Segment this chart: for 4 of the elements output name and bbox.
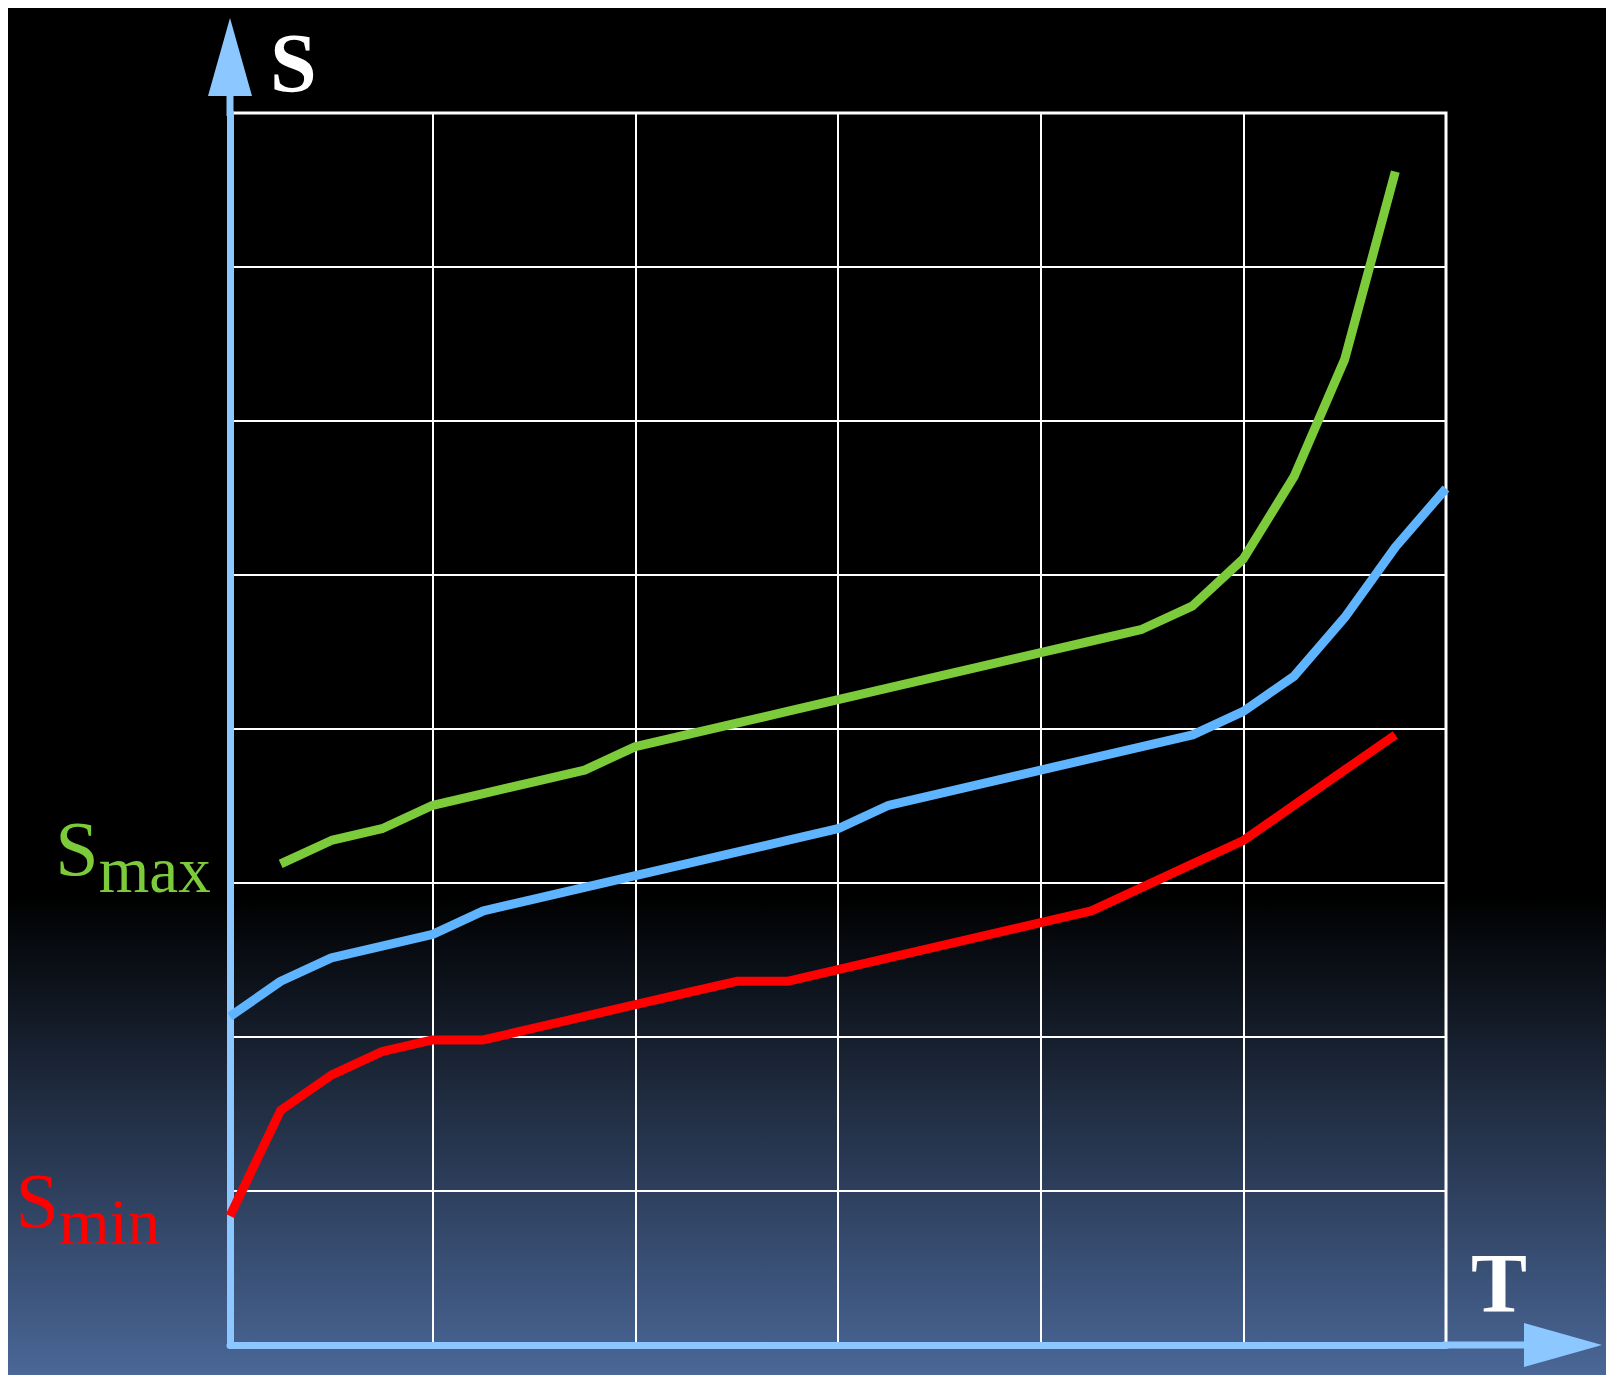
x-axis-title: T xyxy=(1471,1236,1528,1330)
series-label: S$_{max}$ xyxy=(55,803,211,908)
y-axis-title: S xyxy=(270,16,317,110)
series-label: S$_{min}$ xyxy=(15,1155,160,1260)
